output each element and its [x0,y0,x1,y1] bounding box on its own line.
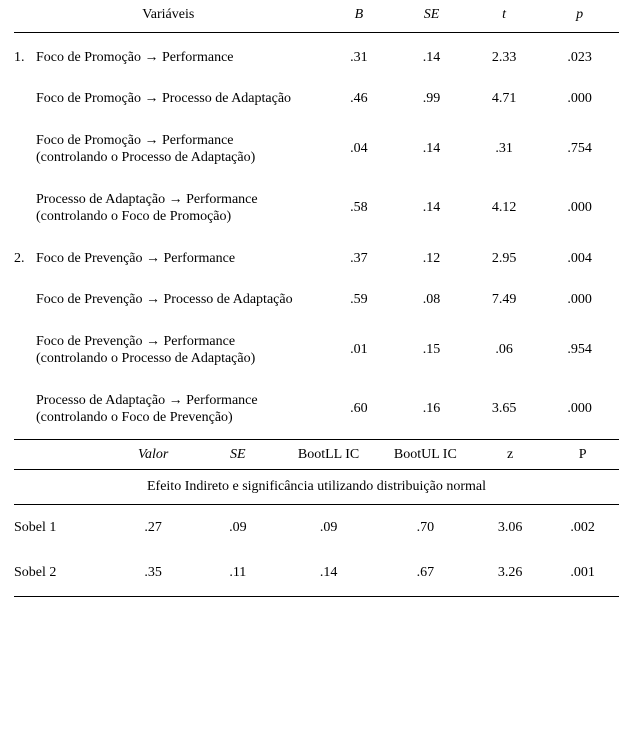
cell-p: .000 [540,179,619,238]
table-row: 1.Foco de Promoção → Performance.31.142.… [14,32,619,78]
cell-p: .754 [540,120,619,179]
group-number [14,279,36,321]
cell-b: .37 [323,238,396,280]
sobel-row: Sobel 1.27.09.09.703.06.002 [14,504,619,550]
cell-z: 3.06 [474,504,547,550]
row-label: Foco de Promoção → Processo de Adaptação [36,78,323,120]
cell-se: .16 [395,380,468,439]
cell-valor: .27 [111,504,196,550]
cell-t: .31 [468,120,541,179]
cell-b: .04 [323,120,396,179]
cell-t: 4.12 [468,179,541,238]
col-header-b: B [323,6,396,32]
regression-table: Variáveis B SE t p 1.Foco de Promoção → … [14,6,619,439]
row-label: Foco de Prevenção → Performance (control… [36,321,323,380]
cell-b: .31 [323,32,396,78]
cell-t: 2.95 [468,238,541,280]
group-number [14,380,36,439]
col-header-z: z [474,439,547,470]
cell-b: .59 [323,279,396,321]
cell-t: .06 [468,321,541,380]
cell-se: .08 [395,279,468,321]
table-row: Processo de Adaptação → Performance (con… [14,179,619,238]
cell-se: .14 [395,120,468,179]
row-label: Foco de Promoção → Performance [36,32,323,78]
col-header-se: SE [395,6,468,32]
table-row: Foco de Promoção → Performance (controla… [14,120,619,179]
table-row: Foco de Prevenção → Performance (control… [14,321,619,380]
table-row: Foco de Promoção → Processo de Adaptação… [14,78,619,120]
cell-b: .46 [323,78,396,120]
cell-t: 7.49 [468,279,541,321]
col-header-bootul: BootUL IC [377,439,474,470]
table-row: Foco de Prevenção → Processo de Adaptaçã… [14,279,619,321]
cell-se: .12 [395,238,468,280]
cell-p: .954 [540,321,619,380]
col-header-p: p [540,6,619,32]
sobel-row: Sobel 2.35.11.14.673.26.001 [14,550,619,596]
col-header-blank [14,439,111,470]
cell-se: .14 [395,179,468,238]
cell-bootll: .14 [280,550,377,596]
indirect-effects-table: Valor SE BootLL IC BootUL IC z P Efeito … [14,439,619,597]
cell-b: .60 [323,380,396,439]
page: Variáveis B SE t p 1.Foco de Promoção → … [0,0,633,611]
cell-p: .000 [540,279,619,321]
cell-bootul: .67 [377,550,474,596]
col-header-variaveis: Variáveis [14,6,323,32]
cell-p: .004 [540,238,619,280]
cell-bootll: .09 [280,504,377,550]
cell-t: 3.65 [468,380,541,439]
table-row: 2.Foco de Prevenção → Performance.37.122… [14,238,619,280]
row-label: Foco de Promoção → Performance (controla… [36,120,323,179]
cell-b: .01 [323,321,396,380]
cell-z: 3.26 [474,550,547,596]
group-number [14,120,36,179]
cell-p: .002 [546,504,619,550]
col-header-valor: Valor [111,439,196,470]
cell-p: .023 [540,32,619,78]
group-number [14,321,36,380]
cell-b: .58 [323,179,396,238]
cell-valor: .35 [111,550,196,596]
cell-p: .001 [546,550,619,596]
col-header-bootll: BootLL IC [280,439,377,470]
row-label: Foco de Prevenção → Performance [36,238,323,280]
row-label: Foco de Prevenção → Processo de Adaptaçã… [36,279,323,321]
cell-se: .99 [395,78,468,120]
row-label: Processo de Adaptação → Performance (con… [36,179,323,238]
table-row: Processo de Adaptação → Performance (con… [14,380,619,439]
cell-se: .09 [195,504,280,550]
cell-p: .000 [540,380,619,439]
cell-se: .14 [395,32,468,78]
group-number [14,179,36,238]
group-number [14,78,36,120]
group-number: 1. [14,32,36,78]
group-number: 2. [14,238,36,280]
col-header-p2: P [546,439,619,470]
cell-bootul: .70 [377,504,474,550]
sobel-label: Sobel 1 [14,504,111,550]
indirect-banner: Efeito Indireto e significância utilizan… [14,470,619,505]
sobel-label: Sobel 2 [14,550,111,596]
cell-se: .15 [395,321,468,380]
cell-t: 2.33 [468,32,541,78]
col-header-t: t [468,6,541,32]
row-label: Processo de Adaptação → Performance (con… [36,380,323,439]
cell-t: 4.71 [468,78,541,120]
cell-p: .000 [540,78,619,120]
cell-se: .11 [195,550,280,596]
col-header-se2: SE [195,439,280,470]
